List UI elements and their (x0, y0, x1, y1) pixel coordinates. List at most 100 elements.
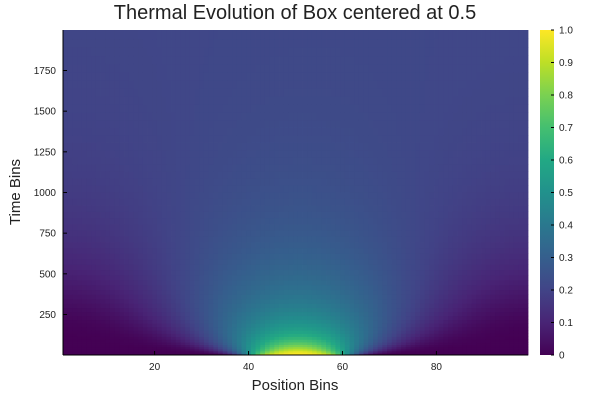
heatmap-cell (307, 279, 313, 286)
heatmap-cell (283, 104, 289, 113)
heatmap-cell (424, 178, 430, 186)
heatmap-cell (95, 247, 101, 254)
heatmap-cell (105, 63, 111, 73)
heatmap-cell (236, 96, 242, 105)
heatmap-cell (128, 307, 134, 313)
heatmap-cell (424, 55, 430, 65)
heatmap-cell (415, 336, 421, 340)
heatmap-cell (293, 342, 299, 345)
heatmap-cell (264, 88, 271, 97)
heatmap-cell (152, 247, 158, 254)
heatmap-cell (434, 185, 440, 193)
heatmap-cell (358, 294, 365, 300)
heatmap-cell (152, 191, 158, 199)
heatmap-cell (443, 211, 449, 219)
heatmap-cell (335, 63, 341, 73)
heatmap-cell (119, 247, 125, 254)
heatmap-cell (156, 88, 163, 97)
heatmap-cell (354, 205, 360, 212)
heatmap-cell (147, 149, 153, 158)
heatmap-cell (86, 205, 92, 212)
heatmap-cell (424, 353, 430, 355)
heatmap-cell (156, 326, 163, 331)
heatmap-cell (246, 339, 252, 343)
heatmap-cell (434, 269, 440, 276)
heatmap-cell (213, 264, 219, 271)
heatmap-cell (77, 198, 83, 206)
heatmap-cell (119, 264, 125, 271)
heatmap-cell (415, 211, 421, 219)
heatmap-cell (77, 157, 83, 165)
heatmap-cell (260, 339, 266, 343)
heatmap-cell (166, 80, 172, 89)
heatmap-cell (194, 319, 200, 324)
heatmap-cell (438, 149, 444, 158)
heatmap-cell (156, 211, 163, 219)
heatmap-cell (156, 274, 163, 281)
heatmap-cell (438, 104, 444, 113)
heatmap-cell (175, 348, 181, 352)
heatmap-cell (105, 311, 111, 317)
heatmap-cell (340, 205, 346, 212)
heatmap-cell (171, 127, 177, 136)
heatmap-cell (293, 104, 299, 113)
heatmap-cell (114, 127, 120, 136)
heatmap-cell (86, 315, 92, 321)
heatmap-cell (250, 333, 256, 337)
heatmap-cell (321, 348, 327, 352)
heatmap-cell (288, 198, 294, 206)
heatmap-cell (128, 185, 134, 193)
heatmap-cell (218, 330, 224, 334)
heatmap-cell (321, 319, 327, 324)
heatmap-cell (415, 55, 421, 65)
heatmap-cell (147, 346, 153, 350)
heatmap-cell (415, 294, 421, 300)
heatmap-cell (208, 211, 214, 219)
heatmap-cell (279, 112, 285, 121)
heatmap-cell (434, 315, 440, 321)
heatmap-cell (316, 294, 322, 300)
heatmap-cell (326, 47, 332, 57)
heatmap-cell (91, 55, 97, 65)
heatmap-cell (340, 236, 346, 243)
heatmap-cell (213, 191, 219, 199)
heatmap-cell (218, 242, 224, 249)
heatmap-cell (213, 247, 219, 254)
heatmap-cell (410, 350, 416, 353)
heatmap-cell (396, 55, 402, 65)
heatmap-cell (213, 47, 219, 57)
heatmap-cell (63, 55, 69, 65)
heatmap-cell (236, 330, 242, 334)
heatmap-cell (340, 217, 346, 225)
heatmap-cell (246, 157, 252, 165)
heatmap-cell (424, 230, 430, 237)
heatmap-cell (218, 279, 224, 286)
heatmap-cell (161, 47, 167, 57)
heatmap-cell (387, 164, 393, 172)
heatmap-cell (429, 142, 435, 151)
heatmap-cell (67, 198, 73, 206)
heatmap-cell (401, 55, 407, 65)
heatmap-cell (109, 135, 116, 143)
heatmap-cell (142, 47, 148, 57)
heatmap-cell (396, 127, 402, 136)
heatmap-cell (363, 274, 369, 281)
heatmap-cell (264, 269, 271, 276)
heatmap-cell (138, 298, 144, 304)
heatmap-cell (95, 264, 101, 271)
heatmap-cell (213, 205, 219, 212)
heatmap-cell (100, 211, 106, 219)
heatmap-cell (161, 211, 167, 219)
heatmap-cell (358, 55, 365, 65)
heatmap-cell (405, 63, 411, 73)
heatmap-cell (419, 164, 426, 172)
heatmap-cell (77, 63, 83, 73)
heatmap-cell (109, 164, 116, 172)
heatmap-cell (358, 112, 365, 121)
heatmap-cell (218, 96, 224, 105)
heatmap-cell (95, 333, 101, 337)
heatmap-cell (152, 289, 158, 295)
heatmap-cell (67, 311, 73, 317)
heatmap-cell (297, 135, 303, 143)
heatmap-cell (269, 127, 275, 136)
